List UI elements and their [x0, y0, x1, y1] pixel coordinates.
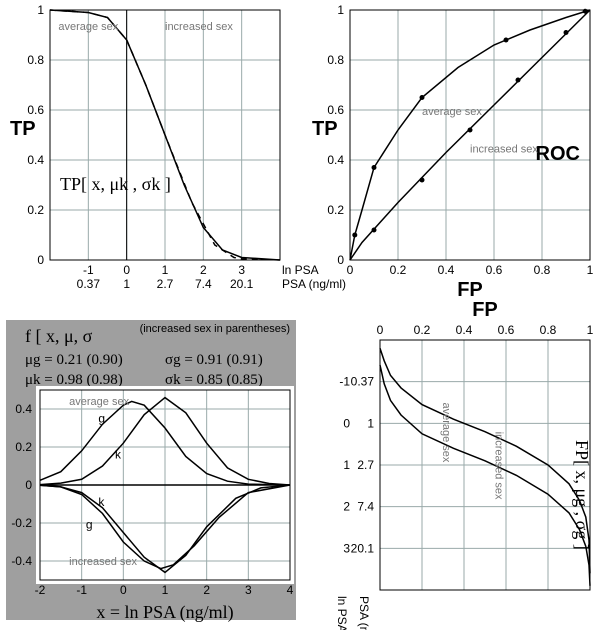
- svg-text:0.2: 0.2: [27, 203, 44, 217]
- svg-text:2: 2: [343, 500, 350, 514]
- paren-note: (increased sex in parentheses): [140, 323, 290, 335]
- svg-text:0.8: 0.8: [540, 323, 557, 337]
- tp-formula: TP[ x, μk , σk ]: [60, 174, 171, 194]
- svg-text:4: 4: [287, 583, 294, 597]
- svg-text:0.6: 0.6: [486, 263, 503, 277]
- svg-text:0.8: 0.8: [27, 53, 44, 67]
- svg-text:0.4: 0.4: [438, 263, 455, 277]
- svg-text:1: 1: [587, 323, 594, 337]
- roc-label-inc: increased sex: [470, 144, 538, 156]
- svg-text:1: 1: [343, 458, 350, 472]
- svg-text:0.4: 0.4: [456, 323, 473, 337]
- roc-point: [516, 78, 521, 83]
- roc-label-avg: average sex: [422, 106, 482, 118]
- roc-point: [372, 165, 377, 170]
- svg-text:1: 1: [123, 277, 130, 291]
- svg-text:3: 3: [343, 541, 350, 555]
- roc-ylabel: TP: [312, 118, 338, 140]
- svg-text:0: 0: [37, 253, 44, 267]
- fp-yname-top: ln PSA: [335, 596, 349, 630]
- svg-text:0.4: 0.4: [15, 402, 32, 416]
- svg-text:0.2: 0.2: [15, 440, 32, 454]
- svg-text:0.2: 0.2: [327, 203, 344, 217]
- svg-text:20.1: 20.1: [351, 541, 375, 555]
- svg-text:7.4: 7.4: [195, 277, 212, 291]
- svg-text:1: 1: [162, 263, 169, 277]
- param-muk: μk = 0.98 (0.98): [25, 372, 123, 388]
- roc-point: [468, 128, 473, 133]
- svg-text:1: 1: [37, 3, 44, 17]
- tp-ylabel: TP: [10, 118, 36, 140]
- tp-label-avg: average sex: [58, 21, 118, 33]
- svg-text:0.37: 0.37: [77, 277, 101, 291]
- svg-text:0: 0: [377, 323, 384, 337]
- svg-text:0: 0: [343, 416, 350, 430]
- x-sub-name: PSA (ng/ml): [282, 277, 346, 291]
- svg-text:0.4: 0.4: [327, 153, 344, 167]
- svg-text:0.4: 0.4: [27, 153, 44, 167]
- svg-text:-0.2: -0.2: [11, 516, 32, 530]
- param-sigk: σk = 0.85 (0.85): [165, 372, 263, 388]
- pdf-title: f [ x, μ, σ: [25, 326, 93, 346]
- svg-text:-0.4: -0.4: [11, 554, 32, 568]
- figure: 00.20.40.60.81-10.370112.727.4320.1ln PS…: [0, 0, 600, 630]
- svg-text:k: k: [115, 447, 122, 461]
- svg-text:0: 0: [120, 583, 127, 597]
- svg-text:2.7: 2.7: [357, 458, 374, 472]
- fp-yname-bot: PSA (ng/ml): [357, 596, 371, 630]
- svg-text:-1: -1: [339, 375, 350, 389]
- svg-text:0.2: 0.2: [390, 263, 407, 277]
- svg-text:2.7: 2.7: [157, 277, 174, 291]
- svg-text:0.6: 0.6: [327, 103, 344, 117]
- svg-text:1: 1: [587, 263, 594, 277]
- svg-text:0.8: 0.8: [327, 53, 344, 67]
- param-sigg: σg = 0.91 (0.91): [165, 352, 263, 368]
- svg-text:g: g: [86, 518, 93, 532]
- svg-text:0.2: 0.2: [414, 323, 431, 337]
- svg-text:0.6: 0.6: [498, 323, 515, 337]
- fp-label-avg: average sex: [440, 403, 452, 463]
- svg-text:0: 0: [347, 263, 354, 277]
- roc-point: [564, 30, 569, 35]
- svg-text:3: 3: [238, 263, 245, 277]
- svg-text:0.6: 0.6: [27, 103, 44, 117]
- svg-text:0.8: 0.8: [534, 263, 551, 277]
- svg-text:20.1: 20.1: [230, 277, 254, 291]
- svg-text:0.37: 0.37: [351, 375, 375, 389]
- svg-text:k: k: [98, 495, 105, 509]
- roc-point: [583, 9, 588, 14]
- svg-text:-1: -1: [76, 583, 87, 597]
- pdf-xlabel: x = ln PSA (ng/ml): [96, 602, 233, 623]
- tp-label-inc: increased sex: [165, 21, 233, 33]
- svg-text:1: 1: [367, 416, 374, 430]
- param-mug: μg = 0.21 (0.90): [25, 352, 123, 368]
- pdf-label-avg: average sex: [69, 396, 129, 408]
- roc-point: [420, 178, 425, 183]
- svg-text:3: 3: [245, 583, 252, 597]
- svg-text:1: 1: [337, 3, 344, 17]
- svg-text:2: 2: [203, 583, 210, 597]
- fp-xlabel: FP: [472, 299, 498, 321]
- svg-text:g: g: [98, 411, 105, 425]
- svg-text:1: 1: [162, 583, 169, 597]
- roc-point: [504, 38, 509, 43]
- roc-point: [352, 233, 357, 238]
- svg-text:-1: -1: [83, 263, 94, 277]
- svg-text:0: 0: [25, 478, 32, 492]
- svg-text:7.4: 7.4: [357, 500, 374, 514]
- x-top-name: ln PSA: [282, 263, 319, 277]
- roc-title: ROC: [536, 143, 580, 165]
- svg-text:0: 0: [123, 263, 130, 277]
- roc-point: [372, 228, 377, 233]
- svg-text:2: 2: [200, 263, 207, 277]
- svg-text:0: 0: [337, 253, 344, 267]
- roc-point: [420, 95, 425, 100]
- svg-text:-2: -2: [35, 583, 46, 597]
- pdf-label-inc: increased sex: [69, 556, 137, 568]
- roc-xlabel: FP: [457, 279, 483, 301]
- fp-formula: FP[ x, μg , σg ]: [572, 440, 592, 550]
- fp-label-inc: increased sex: [493, 432, 505, 500]
